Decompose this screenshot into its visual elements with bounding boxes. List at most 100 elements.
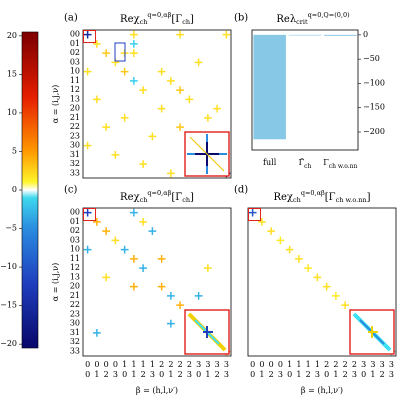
x-tick-label: 1 (287, 360, 292, 369)
heatmap-cell (331, 291, 340, 300)
row-label: 00 (70, 30, 80, 39)
row-label: 20 (70, 104, 80, 113)
row-label: 23 (70, 131, 80, 140)
x-tick-label: 2 (187, 360, 192, 369)
x-tick-label: 3 (352, 370, 357, 379)
heatmap-cell (194, 291, 203, 300)
y-tick-label: 0 (363, 30, 368, 39)
heatmap-cell (185, 95, 194, 104)
x-tick-label: 0 (324, 370, 329, 379)
heatmap-cell (341, 301, 350, 310)
heatmap-cell (176, 301, 185, 310)
x-tick-label: 2 (324, 360, 329, 369)
row-label: 12 (70, 85, 80, 94)
row-label: 01 (70, 217, 80, 226)
heatmap-cell (92, 95, 101, 104)
panel-title-part: Reχ (273, 192, 293, 203)
x-tick-label: 0 (85, 370, 90, 379)
x-tick-label: 1 (131, 360, 136, 369)
x-tick-label: 2 (269, 370, 274, 379)
inset-c (184, 309, 230, 355)
row-label: 31 (70, 150, 80, 159)
heatmap-cell (83, 245, 92, 254)
x-tick-label: 3 (215, 360, 220, 369)
heatmap-cell (139, 264, 148, 273)
row-label: 00 (70, 208, 80, 217)
x-tick-label: 0 (122, 370, 127, 379)
heatmap-cell (129, 254, 138, 263)
category-label-part: full (263, 158, 277, 167)
heatmap-cell (157, 67, 166, 76)
row-label: 02 (70, 226, 80, 235)
x-tick-label: 3 (224, 370, 229, 379)
x-tick-label: 2 (159, 360, 164, 369)
x-tick-label: 3 (370, 360, 375, 369)
bar (324, 34, 357, 36)
heatmap-cell (111, 236, 120, 245)
heatmap-cell (92, 217, 101, 226)
x-tick-label: 3 (389, 360, 394, 369)
x-tick-label: 2 (333, 360, 338, 369)
heatmap-cell (120, 67, 129, 76)
colorbar-tick-label: 20 (7, 31, 17, 40)
heatmap-cell (176, 30, 185, 39)
panel-label: (a) (64, 13, 78, 24)
heatmap-cell (176, 86, 185, 95)
x-tick-label: 1 (168, 370, 173, 379)
heatmap-cell (129, 30, 138, 39)
colorbar (21, 31, 39, 349)
x-tick-label: 3 (224, 360, 229, 369)
heatmap-cell (83, 208, 92, 217)
panel-title-part: ch (140, 18, 148, 26)
x-tick-label: 3 (315, 370, 320, 379)
panel-title-part: ch (140, 196, 148, 204)
x-tick-label: 2 (141, 370, 146, 379)
zoom-marker (248, 208, 262, 222)
x-tick-label: 2 (178, 360, 183, 369)
row-label: 10 (70, 245, 80, 254)
heatmap-cell (120, 245, 129, 254)
x-tick-label: 0 (259, 360, 264, 369)
x-tick-label: 3 (389, 370, 394, 379)
heatmap-cell (276, 236, 285, 245)
heatmap-cell (213, 104, 222, 113)
x-axis-label: β = (h,l,ν′) (301, 386, 343, 395)
heatmap-cell (92, 39, 101, 48)
row-label: 22 (70, 122, 80, 131)
x-tick-label: 1 (150, 360, 155, 369)
x-tick-label: 1 (333, 370, 338, 379)
x-tick-label: 1 (131, 370, 136, 379)
row-label: 01 (70, 39, 80, 48)
heatmap-cell (111, 150, 120, 159)
inset-a (184, 131, 230, 177)
heatmap-cell (148, 132, 157, 141)
heatmap-cell (285, 245, 294, 254)
row-label: 10 (70, 67, 80, 76)
row-label: 32 (70, 337, 80, 346)
heatmap-cell (322, 282, 331, 291)
panel-title-part: Reχ (120, 192, 140, 203)
row-label: 12 (70, 263, 80, 272)
panel-label: (c) (64, 185, 78, 196)
heatmap-cell (166, 76, 175, 85)
heatmap-cell (157, 282, 166, 291)
heatmap-cell (129, 49, 138, 58)
panel-title: Reχchq=0,αβ[Γ̄ch] (120, 189, 194, 204)
heatmap-cell (304, 264, 313, 273)
x-tick-label: 0 (196, 370, 201, 379)
panel-title: Reχchq=0,αβ[Γch] (120, 11, 194, 26)
panel-title: Reχchq=0,αβ[Γch w.o.nn] (273, 189, 370, 204)
heatmap-cell (139, 217, 148, 226)
heatmap-cell (222, 30, 231, 39)
heatmap-cell (194, 58, 203, 67)
category-label: Γ̄ch (299, 158, 312, 170)
y-tick-label: −200 (363, 127, 385, 136)
row-label: 33 (70, 346, 80, 355)
heatmap-cell (313, 273, 322, 282)
x-tick-label: 3 (196, 360, 201, 369)
heatmap-cell (129, 76, 138, 85)
heatmap-cell (111, 58, 120, 67)
heatmap-cell (139, 160, 148, 169)
heatmap-cell (248, 208, 257, 217)
